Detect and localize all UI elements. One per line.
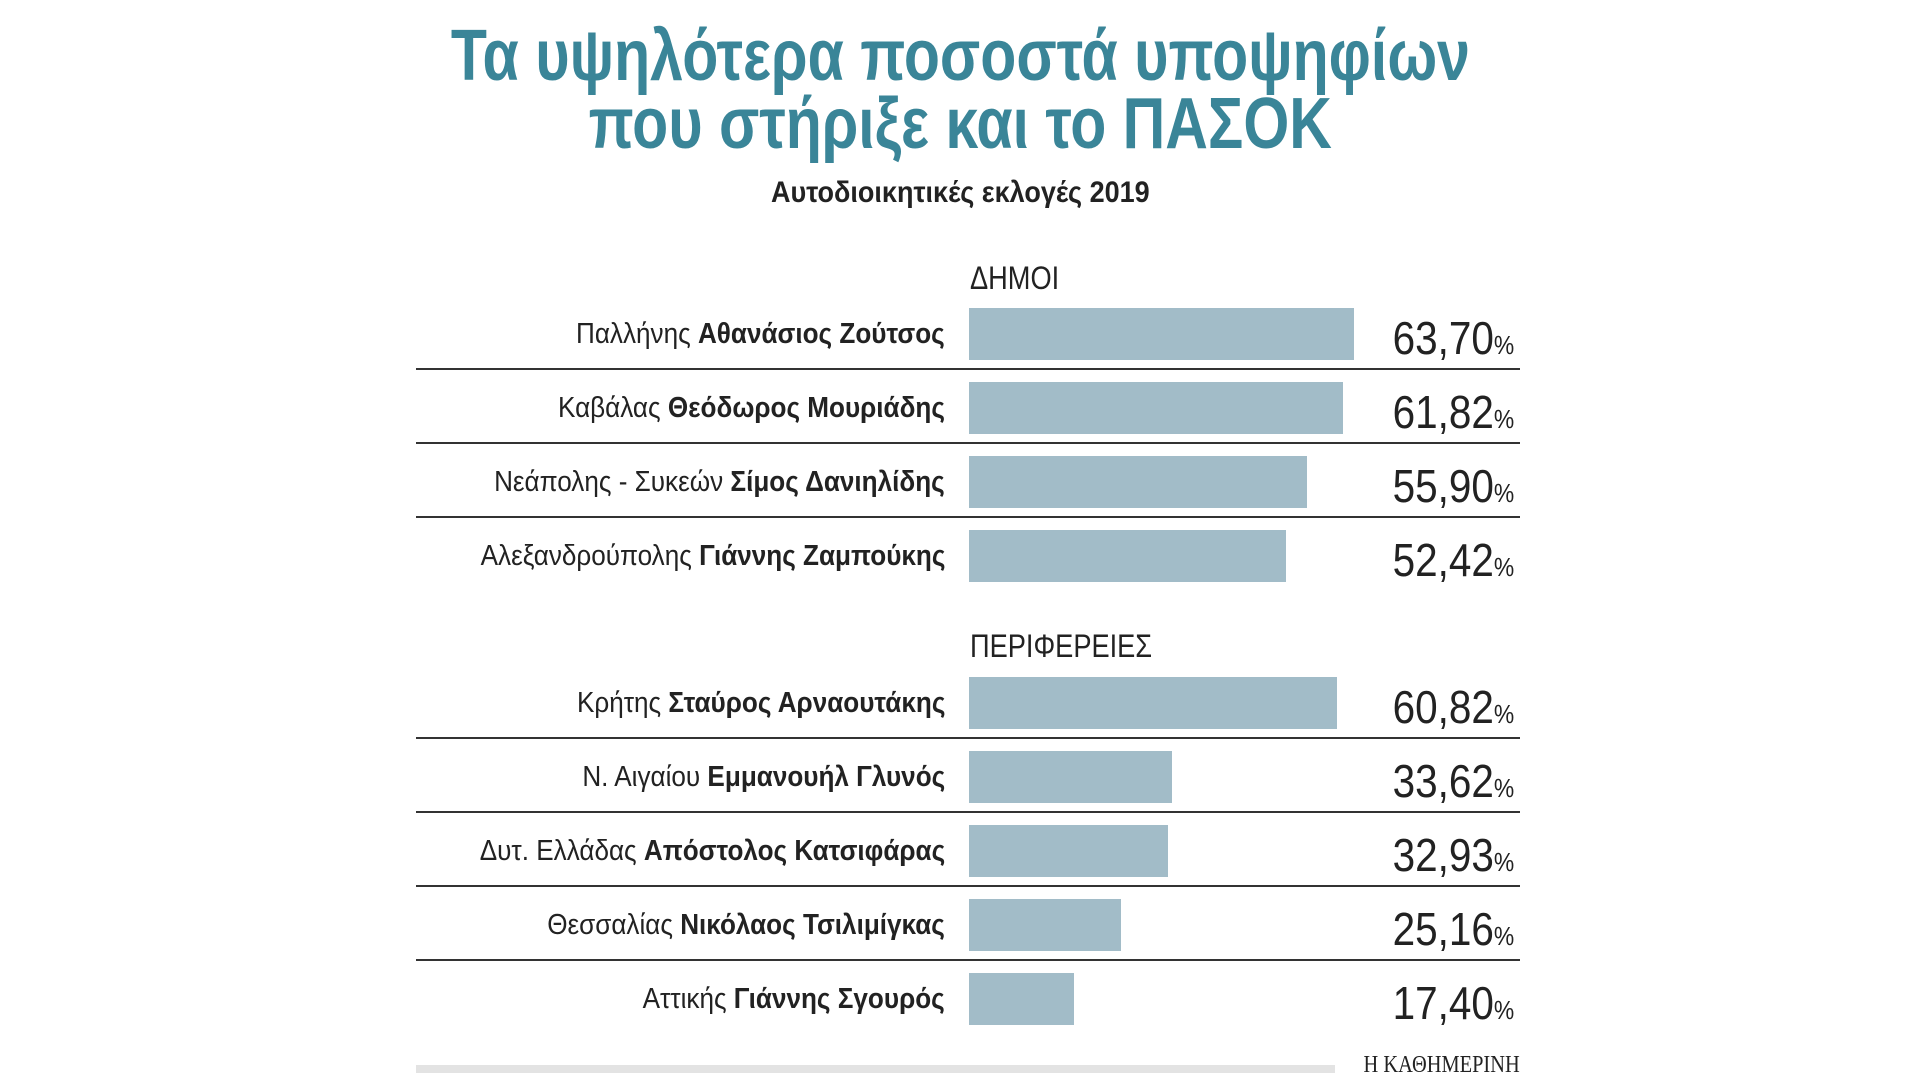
- place-name: Καβάλας: [558, 392, 661, 424]
- value-number: 55,90: [1392, 460, 1494, 512]
- value-number: 52,42: [1392, 534, 1494, 586]
- row-label: Θεσσαλίας Νικόλαος Τσιλιμίγκας: [547, 899, 945, 951]
- percent-unit: %: [1493, 404, 1514, 434]
- bar: [969, 973, 1075, 1025]
- candidate-name: Νικόλαος Τσιλιμίγκας: [680, 909, 945, 941]
- row-separator: [416, 442, 1520, 444]
- place-name: Αλεξανδρούπολης: [480, 540, 692, 572]
- value-number: 60,82: [1392, 681, 1494, 733]
- candidate-name: Σταύρος Αρναουτάκης: [667, 687, 945, 719]
- candidate-name: Εμμανουήλ Γλυνός: [707, 761, 945, 793]
- row-separator: [416, 737, 1520, 739]
- value-label: 32,93%: [1392, 829, 1514, 888]
- row-separator: [416, 368, 1520, 370]
- bar: [969, 677, 1337, 729]
- percent-unit: %: [1493, 330, 1514, 360]
- place-name: Αττικής: [642, 983, 727, 1015]
- candidate-name: Απόστολος Κατσιφάρας: [643, 835, 945, 867]
- row-separator: [416, 516, 1520, 518]
- value-label: 60,82%: [1392, 681, 1514, 740]
- row-label: Παλλήνης Αθανάσιος Ζούτσος: [576, 308, 945, 360]
- value-label: 52,42%: [1392, 534, 1514, 593]
- publisher-logo: Η ΚΑΘΗΜΕΡΙΝΗ: [1363, 1052, 1520, 1078]
- chart-subtitle: Αυτοδιοικητικές εκλογές 2019: [0, 176, 1920, 210]
- value-label: 17,40%: [1392, 977, 1514, 1036]
- bar: [969, 751, 1173, 803]
- row-label: Καβάλας Θεόδωρος Μουριάδης: [558, 382, 945, 434]
- value-label: 55,90%: [1392, 460, 1514, 519]
- row-label: Δυτ. Ελλάδας Απόστολος Κατσιφάρας: [480, 825, 945, 877]
- row-label: Κρήτης Σταύρος Αρναουτάκης: [577, 677, 945, 729]
- subtitle-text: Αυτοδιοικητικές εκλογές 2019: [770, 176, 1150, 209]
- bar: [969, 530, 1287, 582]
- place-name: Θεσσαλίας: [547, 909, 674, 941]
- value-label: 63,70%: [1392, 312, 1514, 371]
- row-label: Αττικής Γιάννης Σγουρός: [643, 973, 945, 1025]
- bar: [969, 825, 1169, 877]
- place-name: Νεάπολης - Συκεών: [494, 466, 724, 498]
- value-number: 61,82: [1392, 386, 1494, 438]
- place-name: Παλλήνης: [576, 318, 691, 350]
- place-name: Κρήτης: [576, 687, 661, 719]
- value-label: 33,62%: [1392, 755, 1514, 814]
- percent-unit: %: [1493, 552, 1514, 582]
- place-name: Ν. Αιγαίου: [582, 761, 700, 793]
- row-separator: [416, 811, 1520, 813]
- row-label: Νεάπολης - Συκεών Σίμος Δανιηλίδης: [494, 456, 945, 508]
- percent-unit: %: [1493, 699, 1514, 729]
- group-header: ΠΕΡΙΦΕΡΕΙΕΣ: [970, 628, 1153, 664]
- row-label: Ν. Αιγαίου Εμμανουήλ Γλυνός: [582, 751, 945, 803]
- row-label: Αλεξανδρούπολης Γιάννης Ζαμπούκης: [480, 530, 945, 582]
- value-number: 25,16: [1392, 903, 1494, 955]
- candidate-name: Θεόδωρος Μουριάδης: [667, 392, 945, 424]
- bar: [969, 382, 1343, 434]
- row-separator: [416, 885, 1520, 887]
- row-separator: [416, 959, 1520, 961]
- bar: [969, 899, 1122, 951]
- footer-bar: [416, 1065, 1335, 1073]
- value-number: 17,40: [1392, 977, 1494, 1029]
- title-text-1: Τα υψηλότερα ποσοστά υποψηφίων: [450, 16, 1470, 96]
- percent-unit: %: [1493, 995, 1514, 1025]
- percent-unit: %: [1493, 773, 1514, 803]
- bar: [969, 456, 1308, 508]
- chart-title-line-2: που στήριξε και το ΠΑΣΟΚ: [0, 84, 1920, 164]
- bar: [969, 308, 1355, 360]
- candidate-name: Γιάννης Ζαμπούκης: [698, 540, 945, 572]
- candidate-name: Γιάννης Σγουρός: [734, 983, 945, 1015]
- title-text-2: που στήριξε και το ΠΑΣΟΚ: [588, 84, 1332, 164]
- place-name: Δυτ. Ελλάδας: [479, 835, 637, 867]
- candidate-name: Αθανάσιος Ζούτσος: [698, 318, 945, 350]
- percent-unit: %: [1493, 921, 1514, 951]
- value-label: 25,16%: [1392, 903, 1514, 962]
- percent-unit: %: [1493, 478, 1514, 508]
- value-number: 63,70: [1392, 312, 1494, 364]
- group-header: ΔΗΜΟΙ: [970, 260, 1060, 296]
- value-number: 33,62: [1392, 755, 1494, 807]
- candidate-name: Σίμος Δανιηλίδης: [730, 466, 945, 498]
- percent-unit: %: [1493, 847, 1514, 877]
- value-label: 61,82%: [1392, 386, 1514, 445]
- chart-title-line-1: Τα υψηλότερα ποσοστά υποψηφίων: [0, 16, 1920, 96]
- value-number: 32,93: [1392, 829, 1494, 881]
